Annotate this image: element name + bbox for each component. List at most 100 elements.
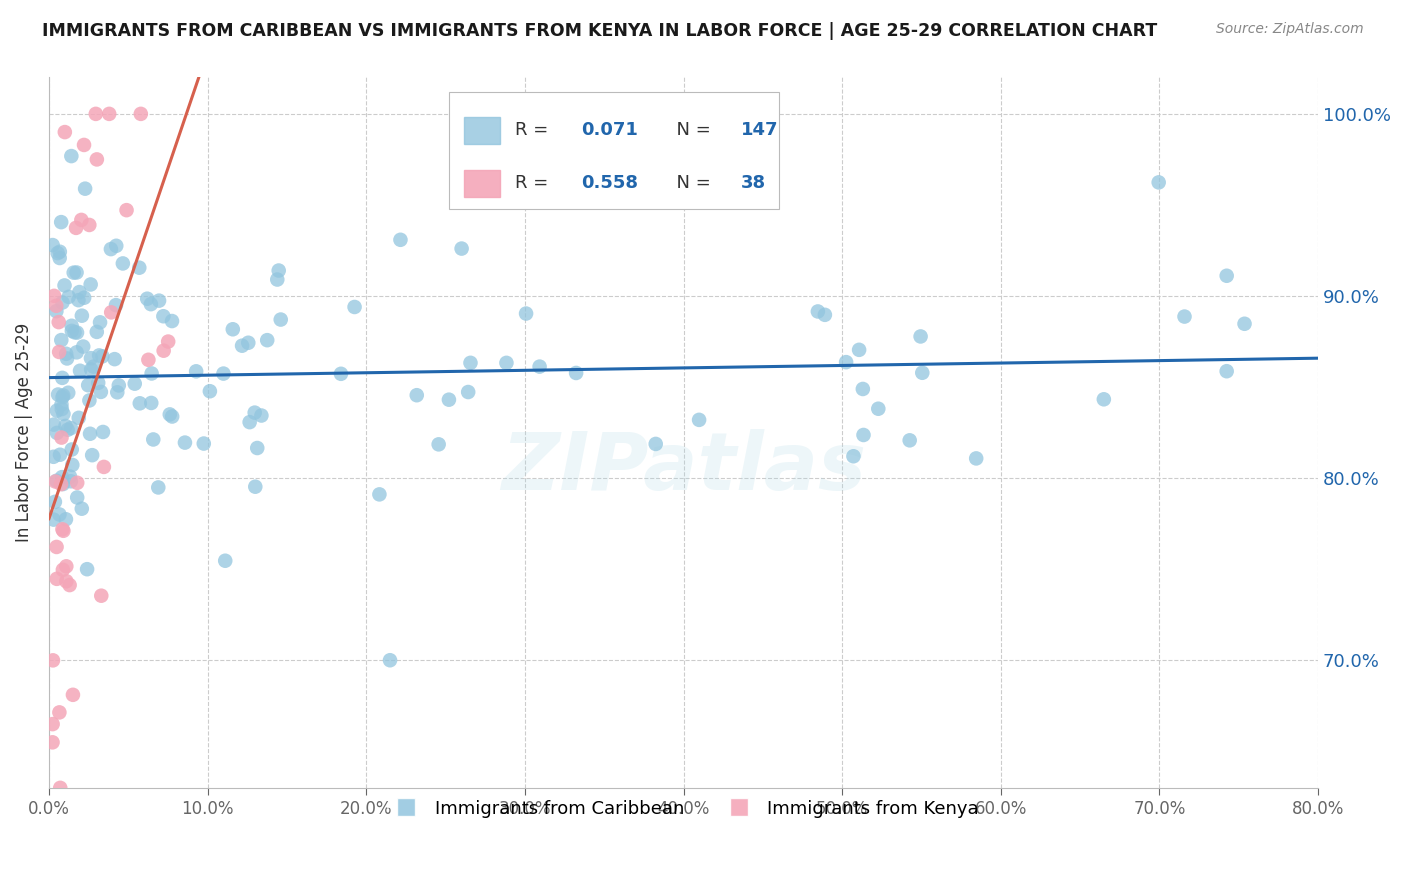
Point — [80, 362, 103, 376]
Point — [41, 717, 63, 731]
Point — [66, 491, 89, 505]
Point — [65, 265, 87, 279]
Point — [98, 107, 121, 121]
Point — [231, 339, 253, 353]
Point — [93, 459, 115, 474]
Point — [79, 426, 101, 441]
Point — [55, 574, 77, 589]
Point — [138, 352, 160, 367]
Point — [53, 125, 76, 139]
Point — [55, 559, 77, 574]
Point — [842, 450, 865, 464]
Point — [245, 480, 267, 494]
Point — [267, 263, 290, 277]
Point — [70, 501, 93, 516]
Point — [51, 470, 73, 484]
Point — [87, 376, 110, 390]
Legend: Immigrants from Caribbean, Immigrants from Kenya: Immigrants from Caribbean, Immigrants fr… — [381, 793, 986, 825]
Point — [266, 272, 288, 286]
Point — [129, 107, 152, 121]
Point — [115, 203, 138, 218]
Point — [56, 423, 79, 437]
Point — [55, 419, 77, 434]
Point — [45, 474, 67, 488]
Point — [51, 398, 73, 412]
Point — [84, 107, 107, 121]
Point — [79, 277, 101, 292]
Point — [48, 508, 70, 522]
Point — [77, 378, 100, 392]
Point — [75, 182, 97, 196]
Point — [58, 385, 80, 400]
Text: 0.558: 0.558 — [581, 174, 638, 192]
Point — [90, 589, 112, 603]
Point — [529, 359, 551, 374]
Point — [198, 384, 221, 399]
Point — [51, 333, 73, 347]
Point — [1233, 317, 1256, 331]
Point — [212, 367, 235, 381]
Point — [66, 326, 89, 340]
Point — [90, 384, 112, 399]
Point — [45, 403, 67, 417]
Point — [89, 315, 111, 329]
Point — [67, 410, 90, 425]
Text: Source: ZipAtlas.com: Source: ZipAtlas.com — [1216, 22, 1364, 37]
Point — [104, 298, 127, 312]
Point — [65, 220, 87, 235]
Point — [86, 325, 108, 339]
Point — [105, 385, 128, 400]
Point — [256, 333, 278, 347]
Point — [174, 435, 197, 450]
Point — [51, 371, 73, 385]
Point — [87, 348, 110, 362]
Point — [148, 480, 170, 494]
Bar — [464, 169, 499, 196]
Point — [186, 364, 208, 378]
Point — [565, 366, 588, 380]
Point — [105, 239, 128, 253]
Text: ZIPatlas: ZIPatlas — [501, 429, 866, 508]
Text: 147: 147 — [741, 121, 778, 139]
Bar — [464, 117, 499, 144]
Point — [378, 653, 401, 667]
Point — [214, 554, 236, 568]
Point — [136, 292, 159, 306]
Point — [66, 345, 89, 359]
Point — [51, 295, 73, 310]
Point — [141, 367, 163, 381]
Point — [427, 437, 450, 451]
Point — [437, 392, 460, 407]
Point — [70, 213, 93, 227]
Point — [51, 215, 73, 229]
Text: 0.071: 0.071 — [581, 121, 638, 139]
Point — [910, 329, 932, 343]
Point — [42, 417, 65, 432]
Point — [91, 350, 114, 364]
Point — [44, 289, 66, 303]
Text: R =: R = — [515, 121, 554, 139]
Point — [73, 137, 96, 152]
Point — [48, 315, 70, 329]
Point — [82, 448, 104, 462]
Point — [67, 293, 90, 307]
Point — [222, 322, 245, 336]
Point — [76, 562, 98, 576]
Point — [60, 458, 83, 472]
Point — [688, 413, 710, 427]
Point — [852, 382, 875, 396]
Point — [82, 359, 104, 374]
Point — [60, 149, 83, 163]
Point — [62, 266, 84, 280]
Point — [49, 780, 72, 795]
Point — [330, 367, 353, 381]
Point — [44, 475, 66, 489]
Point — [1147, 175, 1170, 189]
Point — [148, 293, 170, 308]
Point — [56, 351, 79, 366]
Point — [159, 408, 181, 422]
Point — [86, 153, 108, 167]
Point — [48, 706, 70, 720]
Point — [868, 401, 890, 416]
Point — [160, 314, 183, 328]
